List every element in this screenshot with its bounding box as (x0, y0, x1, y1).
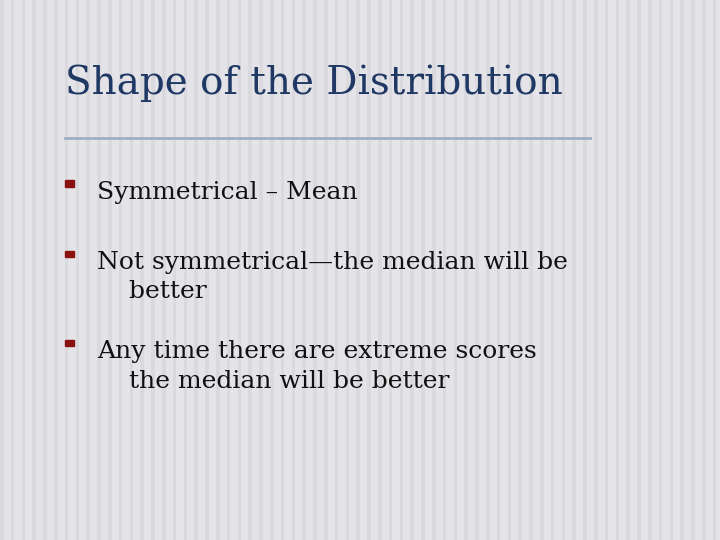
Text: Symmetrical – Mean: Symmetrical – Mean (97, 181, 358, 204)
Text: Not symmetrical—the median will be
    better: Not symmetrical—the median will be bette… (97, 251, 568, 303)
Text: Shape of the Distribution: Shape of the Distribution (65, 65, 562, 102)
Text: Any time there are extreme scores
    the median will be better: Any time there are extreme scores the me… (97, 340, 537, 393)
